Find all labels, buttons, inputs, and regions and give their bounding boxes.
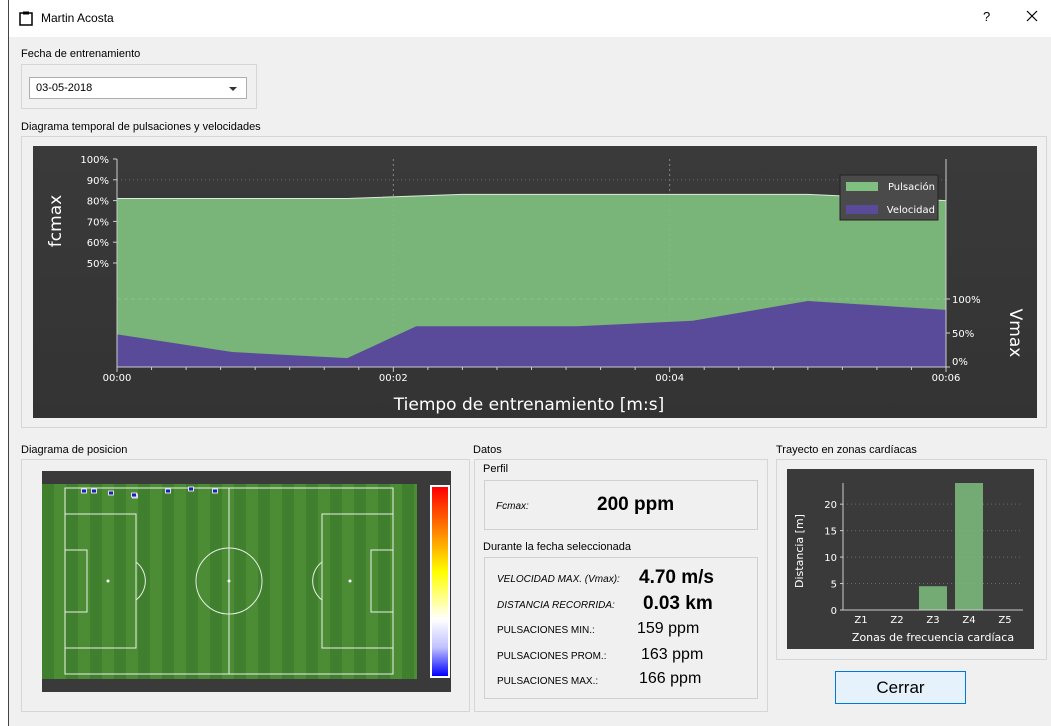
y-left-tick-label: 50% — [87, 259, 109, 270]
stats-box: VELOCIDAD MAX. (Vmax): 4.70 m/s DISTANCI… — [484, 557, 758, 699]
datos-section-label: Datos — [473, 444, 502, 456]
x-tick-label: 00:04 — [655, 373, 684, 384]
legend-swatch-velocidad — [846, 205, 878, 214]
chevron-down-icon — [229, 87, 237, 91]
title-bar: Martin Acosta ? — [9, 0, 1051, 37]
position-marker — [131, 492, 137, 498]
zonas-x-axis-label: Zonas de frecuencia cardíaca — [852, 631, 1014, 644]
app-window: Martin Acosta ? Fecha de entrenamiento 0… — [8, 0, 1051, 726]
stat-value-pulso-max: 166 ppm — [639, 670, 702, 687]
zonas-x-tick-label: Z2 — [890, 615, 903, 626]
x-tick-label: 00:02 — [379, 373, 408, 384]
series-velocidad-area — [117, 301, 946, 367]
zonas-section-label: Trayecto en zonas cardíacas — [776, 444, 917, 456]
position-map — [42, 484, 450, 679]
stat-key-pulso-min: PULSACIONES MIN.: — [497, 625, 595, 636]
fcmax-value: 200 ppm — [597, 494, 675, 515]
timeline-chart-panel: 100% 90% 80% 70% 60% 50% 100% 50% 0% 00:00 00:02 00… — [33, 146, 1037, 418]
legend-swatch-pulsacion — [846, 182, 878, 191]
position-marker — [188, 486, 194, 492]
y-right-tick-label: 50% — [952, 329, 974, 340]
y-left-tick-label: 80% — [87, 197, 109, 208]
stat-value-vmax: 4.70 m/s — [639, 567, 714, 588]
fecha-dropdown[interactable]: 03-05-2018 — [29, 77, 247, 99]
stat-key-pulso-max: PULSACIONES MAX.: — [497, 676, 599, 687]
y-right-axis-label: Vmax — [1005, 309, 1025, 358]
stat-key-distancia: DISTANCIA RECORRIDA: — [497, 600, 615, 611]
timeline-legend: Pulsación Velocidad — [839, 174, 939, 221]
zonas-y-tick-label: 5 — [831, 580, 837, 591]
fecha-selected: 03-05-2018 — [36, 82, 93, 94]
clipboard-icon — [19, 11, 33, 26]
zonas-y-tick-label: 15 — [824, 527, 837, 538]
zonas-bar — [955, 483, 983, 610]
zonas-x-tick-label: Z5 — [998, 615, 1011, 626]
x-tick-label: 00:00 — [103, 373, 132, 384]
zonas-y-tick-label: 20 — [824, 500, 837, 511]
pitch-lines — [64, 487, 394, 675]
x-tick-label: 00:06 — [932, 373, 961, 384]
legend-label-pulsacion: Pulsación — [888, 181, 935, 193]
posicion-section-label: Diagrama de posicion — [21, 444, 128, 456]
periodo-label: Durante la fecha seleccionada — [483, 541, 631, 553]
stat-value-distancia: 0.03 km — [643, 593, 713, 614]
perfil-label: Perfil — [483, 463, 509, 475]
zonas-y-axis-label: Distancia [m] — [793, 514, 806, 588]
position-marker — [81, 488, 87, 494]
y-right-tick-label: 100% — [952, 295, 981, 306]
x-axis-label: Tiempo de entrenamiento [m:s] — [393, 395, 664, 415]
zonas-chart: 0 5 10 15 20 Z1 Z2 Z3 Z4 Z5 Distancia [m] Zonas d… — [787, 469, 1034, 649]
timeline-chart: 100% 90% 80% 70% 60% 50% 100% 50% 0% 00:00 00:02 00… — [33, 146, 1037, 418]
y-left-axis-label: fcmax — [46, 195, 66, 247]
position-marker — [91, 488, 97, 494]
zonas-chart-panel: 0 5 10 15 20 Z1 Z2 Z3 Z4 Z5 Distancia [m] Zonas d… — [787, 469, 1034, 649]
zonas-x-tick-label: Z1 — [854, 615, 867, 626]
stat-key-pulso-prom: PULSACIONES PROM.: — [497, 651, 607, 662]
stat-value-pulso-prom: 163 ppm — [641, 646, 704, 663]
help-button[interactable]: ? — [983, 9, 991, 24]
position-marker — [212, 488, 218, 494]
y-left-tick-label: 90% — [87, 176, 109, 187]
stat-key-vmax: VELOCIDAD MAX. (Vmax): — [497, 574, 620, 585]
stat-value-pulso-min: 159 ppm — [637, 620, 700, 637]
y-left-tick-label: 100% — [80, 155, 109, 166]
y-left-tick-label: 70% — [87, 217, 109, 228]
window-title: Martin Acosta — [41, 11, 114, 25]
y-left-tick-label: 60% — [87, 238, 109, 249]
position-map-panel — [42, 471, 451, 692]
zonas-y-tick-label: 0 — [831, 606, 837, 617]
zonas-x-tick-label: Z4 — [962, 615, 975, 626]
perfil-box: Fcmax: 200 ppm — [484, 480, 758, 530]
zonas-bar — [919, 586, 947, 610]
position-marker — [165, 488, 171, 494]
close-icon[interactable] — [1025, 9, 1039, 23]
series-pulsacion-line — [117, 193, 947, 202]
position-marker — [108, 490, 114, 496]
timeline-section-label: Diagrama temporal de pulsaciones y veloc… — [21, 121, 261, 133]
y-right-tick-label: 0% — [952, 357, 968, 368]
heat-color-scale — [432, 487, 448, 676]
fcmax-key: Fcmax: — [496, 501, 529, 512]
zonas-y-tick-label: 10 — [824, 553, 837, 564]
cerrar-button[interactable]: Cerrar — [835, 671, 966, 704]
fecha-label: Fecha de entrenamiento — [21, 48, 141, 60]
zonas-x-tick-label: Z3 — [926, 615, 939, 626]
legend-label-velocidad: Velocidad — [887, 205, 935, 216]
